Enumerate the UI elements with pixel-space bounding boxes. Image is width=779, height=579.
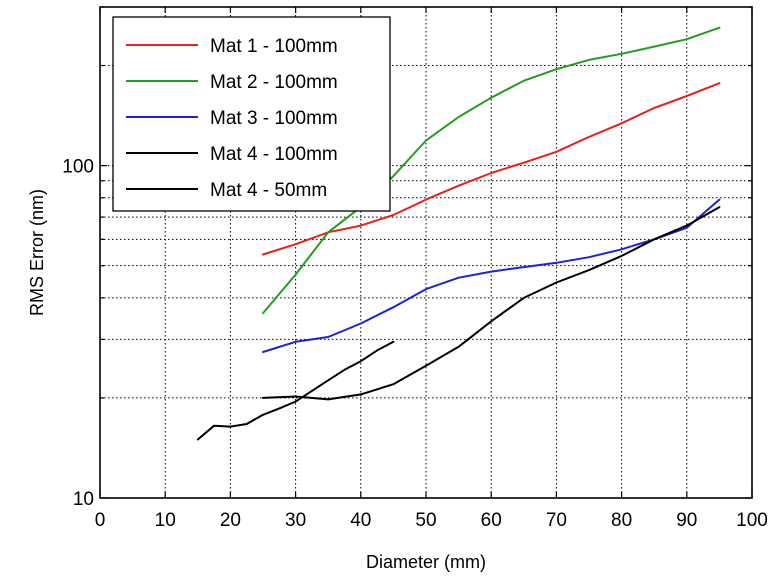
y-tick-label: 10 xyxy=(73,489,94,510)
legend-label: Mat 2 - 100mm xyxy=(210,72,338,93)
legend-label: Mat 4 - 50mm xyxy=(210,180,327,201)
x-tick-label: 50 xyxy=(415,510,436,531)
x-tick-label: 40 xyxy=(350,510,371,531)
ticks xyxy=(99,6,753,499)
series-layer xyxy=(196,26,721,441)
x-tick-label: 100 xyxy=(736,510,768,531)
legend-label: Mat 1 - 100mm xyxy=(210,36,338,57)
legend-label: Mat 3 - 100mm xyxy=(210,108,338,129)
y-axis-label: RMS Error (nm) xyxy=(27,189,47,316)
x-tick-label: 80 xyxy=(611,510,632,531)
legend-box xyxy=(112,16,391,212)
y-tick-label: 100 xyxy=(62,157,94,178)
x-axis-label: Diameter (mm) xyxy=(366,552,486,572)
x-tick-label: 10 xyxy=(155,510,176,531)
series-line-3 xyxy=(262,198,721,353)
x-tick-label: 90 xyxy=(676,510,697,531)
x-tick-label: 30 xyxy=(285,510,306,531)
series-line-2 xyxy=(262,26,721,315)
series-line-4 xyxy=(262,206,721,401)
legend: Mat 1 - 100mm Mat 2 - 100mm Mat 3 - 100mm M… xyxy=(112,16,391,212)
x-tick-label: 60 xyxy=(481,510,502,531)
x-tick-label: 70 xyxy=(546,510,567,531)
series-line-5 xyxy=(196,340,395,441)
x-tick-label: 0 xyxy=(95,510,106,531)
x-tick-label: 20 xyxy=(220,510,241,531)
legend-label: Mat 4 - 100mm xyxy=(210,144,338,165)
series-line-1 xyxy=(262,82,721,256)
